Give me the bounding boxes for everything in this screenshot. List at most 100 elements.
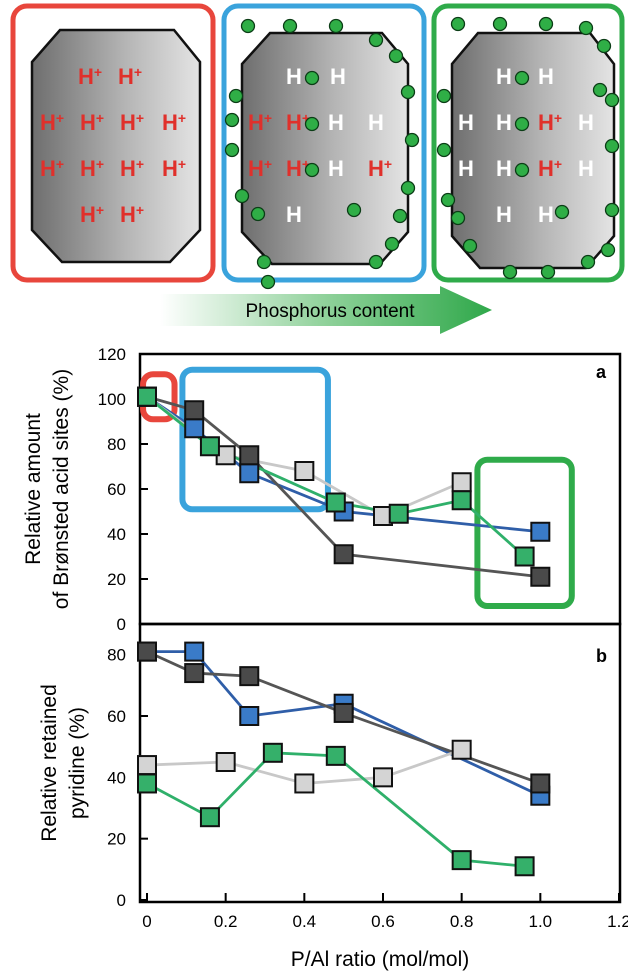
phosphorus-schematic: H+ H+H+ H+ H+ H+H+ H+ H+ H+H+ H+ H HH+ H+ H HH+ H+ H H+… bbox=[10, 3, 625, 334]
crystal-shape bbox=[30, 28, 202, 264]
panel-medium-phosphorus: H HH+ H+ H HH+ H+ H H+H bbox=[221, 3, 427, 290]
series-point-3 bbox=[325, 492, 346, 513]
arrow-label: Phosphorus content bbox=[245, 301, 415, 322]
series-point-3 bbox=[451, 490, 472, 511]
x-tick-label: 0 bbox=[142, 912, 151, 931]
phosphorus-dot bbox=[514, 70, 530, 86]
neutral-hydrogen: H bbox=[496, 110, 512, 135]
neutral-hydrogen: H bbox=[458, 110, 474, 135]
series-point-1 bbox=[184, 400, 205, 421]
series-point-0 bbox=[239, 706, 260, 726]
y-axis-label-a-line2: of Brønsted acid sites (%) bbox=[50, 369, 73, 609]
series-point-1 bbox=[239, 445, 260, 466]
series-point-2 bbox=[451, 472, 472, 493]
panel-low-phosphorus: H+ H+H+ H+ H+ H+H+ H+ H+ H+H+ H+ bbox=[10, 3, 216, 283]
phosphorus-dot bbox=[514, 116, 530, 132]
phosphorus-dot bbox=[600, 242, 616, 258]
x-tick-label: 1.0 bbox=[529, 912, 553, 931]
phosphorus-dot bbox=[224, 142, 240, 158]
phosphorus-dot bbox=[234, 188, 250, 204]
phosphorus-dot bbox=[304, 116, 320, 132]
y-tick-label: 100 bbox=[98, 390, 126, 409]
phosphorus-dot bbox=[304, 162, 320, 178]
phosphorus-dot bbox=[514, 162, 530, 178]
x-tick-label: 0.4 bbox=[293, 912, 317, 931]
highlight-box bbox=[179, 366, 331, 513]
neutral-hydrogen: H bbox=[578, 156, 594, 181]
phosphorus-dot bbox=[282, 18, 298, 34]
series-point-3 bbox=[199, 436, 220, 457]
series-point-3 bbox=[199, 807, 220, 828]
y-axis-label-a-line1: Relative amount bbox=[22, 413, 45, 565]
phosphorus-dot bbox=[592, 82, 608, 98]
neutral-hydrogen: H bbox=[578, 110, 594, 135]
series-point-2 bbox=[215, 752, 236, 772]
series-point-3 bbox=[137, 773, 157, 794]
panel-label-a: a bbox=[596, 362, 607, 382]
chart-a-bronsted-sites: a 0 20 40 60 80 100 120 Relative amount of Brø… bbox=[22, 345, 622, 634]
phosphorus-dot bbox=[250, 206, 266, 222]
panel-label-b: b bbox=[596, 646, 607, 666]
phosphorus-dot bbox=[604, 92, 620, 108]
series-point-3 bbox=[137, 386, 157, 407]
phosphorus-dot bbox=[436, 88, 452, 104]
y-tick-label: 20 bbox=[107, 570, 126, 589]
phosphorus-dot bbox=[492, 16, 508, 32]
crystal-shape bbox=[240, 31, 410, 266]
series-point-0 bbox=[184, 641, 205, 662]
chart-b-retained-pyridine: b 0 20 40 60 80 0 0.2 0.4 0.6 0.8 1.0 1.2 Relative… bbox=[38, 622, 628, 971]
neutral-hydrogen: H bbox=[368, 110, 384, 135]
phosphorus-dot bbox=[228, 88, 244, 104]
phosphorus-dot bbox=[224, 112, 240, 128]
phosphorus-dot bbox=[400, 180, 416, 196]
neutral-hydrogen: H bbox=[496, 202, 512, 227]
phosphorus-dot bbox=[404, 132, 420, 148]
phosphorus-dot bbox=[462, 238, 478, 254]
phosphorus-dot bbox=[604, 138, 620, 154]
series-point-3 bbox=[451, 850, 472, 871]
series-point-3 bbox=[388, 503, 409, 524]
neutral-hydrogen: H bbox=[286, 64, 302, 89]
series-point-1 bbox=[530, 566, 551, 587]
panel-high-phosphorus: H HH H H+ HH H H+ HH H bbox=[431, 3, 625, 283]
x-tick-label: 0.6 bbox=[371, 912, 395, 931]
phosphorus-dot bbox=[502, 264, 518, 280]
phosphorus-dot bbox=[596, 38, 612, 54]
series-point-0 bbox=[184, 418, 205, 439]
phosphorus-dot bbox=[554, 204, 570, 220]
phosphorus-dot bbox=[392, 208, 408, 224]
panel-frame bbox=[221, 3, 427, 283]
highlight-box bbox=[474, 456, 575, 609]
series-point-3 bbox=[325, 745, 346, 766]
arrow-shape bbox=[160, 286, 492, 334]
y-tick-label: 20 bbox=[107, 830, 126, 849]
neutral-hydrogen: H bbox=[496, 64, 512, 89]
series-point-2 bbox=[373, 767, 393, 788]
phosphorus-dot bbox=[450, 16, 466, 32]
y-axis-label-b-line2: pyridine (%) bbox=[66, 707, 89, 819]
panel-frame bbox=[431, 3, 625, 283]
neutral-hydrogen: H bbox=[330, 64, 346, 89]
neutral-hydrogen: H bbox=[328, 156, 344, 181]
phosphorus-content-arrow: Phosphorus content bbox=[160, 286, 492, 334]
phosphorus-dot bbox=[436, 142, 452, 158]
y-tick-label: 0 bbox=[117, 891, 126, 910]
neutral-hydrogen: H bbox=[286, 202, 302, 227]
phosphorus-dot bbox=[400, 84, 416, 100]
phosphorus-dot bbox=[368, 254, 384, 270]
series-point-0 bbox=[239, 463, 260, 484]
x-tick-label: 1.2 bbox=[607, 912, 628, 931]
phosphorus-dot bbox=[346, 202, 362, 218]
series-point-1 bbox=[184, 663, 205, 684]
series-point-2 bbox=[294, 773, 315, 794]
y-tick-label: 60 bbox=[107, 480, 126, 499]
y-tick-label: 60 bbox=[107, 707, 126, 726]
y-tick-label: 0 bbox=[117, 615, 126, 634]
phosphorus-dot bbox=[328, 18, 344, 34]
x-tick-label: 0.2 bbox=[214, 912, 238, 931]
x-tick-label: 0.8 bbox=[450, 912, 474, 931]
phosphorus-dot bbox=[260, 274, 276, 290]
proton-ion: H+ bbox=[162, 156, 186, 181]
phosphorus-dot bbox=[384, 236, 400, 252]
series-point-0 bbox=[530, 521, 551, 542]
